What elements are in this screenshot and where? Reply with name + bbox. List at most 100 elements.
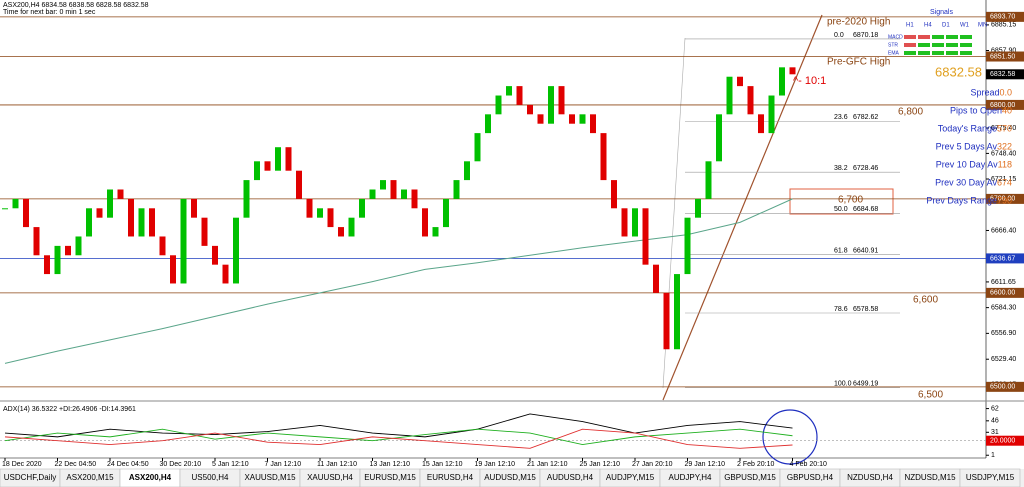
- candle: [569, 114, 575, 124]
- candle: [212, 245, 218, 265]
- annotation: 6,700: [838, 195, 863, 206]
- annotation: 6,800: [898, 107, 923, 118]
- tab-label[interactable]: USDJPY,M15: [966, 473, 1015, 482]
- x-tick-label: 30 Dec 20:10: [160, 461, 202, 468]
- indicator-line: [4, 428, 793, 449]
- x-tick-label: 4 Feb 20:10: [790, 461, 827, 468]
- indicator-line: [4, 428, 793, 445]
- tab-label[interactable]: AUDJPY,M15: [606, 473, 655, 482]
- candle: [705, 161, 712, 199]
- tab-label[interactable]: ASX200,H4: [129, 473, 172, 482]
- candle: [558, 86, 565, 115]
- candle: [264, 161, 271, 171]
- candle: [789, 67, 796, 75]
- info-value: 570: [997, 123, 1012, 133]
- candle: [716, 114, 722, 162]
- candle: [390, 180, 397, 199]
- info-label: Today's Range: [938, 123, 997, 133]
- candle: [369, 189, 376, 199]
- candle: [12, 198, 19, 209]
- candle: [254, 161, 260, 181]
- level-label: 6600.00: [990, 290, 1015, 297]
- signal-cell: [932, 51, 944, 55]
- signal-cell: [918, 43, 930, 47]
- candle: [327, 208, 334, 228]
- annotation: ^- 10:1: [793, 75, 826, 87]
- signal-cell: [904, 51, 916, 55]
- x-tick-label: 21 Jan 12:10: [527, 461, 568, 468]
- signal-cell: [960, 51, 972, 55]
- candle: [96, 208, 103, 218]
- candle: [149, 208, 155, 237]
- candle: [411, 189, 418, 209]
- tab-label[interactable]: XAUUSD,H4: [307, 473, 353, 482]
- candle: [170, 255, 176, 284]
- y-tick-label: 6584.30: [991, 304, 1016, 311]
- candle: [726, 76, 733, 115]
- tab-label[interactable]: NZDUSD,H4: [847, 473, 893, 482]
- fib-price: 6499.19: [853, 380, 878, 387]
- info-price: 6832.58: [935, 64, 982, 79]
- x-tick-label: 11 Jan 12:10: [317, 461, 357, 468]
- candle: [380, 180, 386, 190]
- fib-ratio: 23.6: [834, 114, 848, 121]
- candle: [653, 264, 659, 293]
- tab-label[interactable]: AUDJPY,H4: [669, 473, 713, 482]
- x-tick-label: 2 Feb 20:10: [737, 461, 774, 468]
- info-value: 674: [997, 177, 1012, 187]
- fib-price: 6728.46: [853, 165, 878, 172]
- tab-label[interactable]: US500,H4: [192, 473, 229, 482]
- candle: [285, 147, 292, 171]
- tab-label[interactable]: EURUSD,M15: [364, 473, 416, 482]
- tab-label[interactable]: AUDUSD,M15: [484, 473, 536, 482]
- signals-title: Signals: [930, 9, 953, 16]
- candle: [86, 208, 92, 237]
- tab-label[interactable]: GBPUSD,H4: [787, 473, 834, 482]
- signals-column: MN: [978, 23, 987, 29]
- y-tick-label: 31: [991, 429, 999, 436]
- tab-label[interactable]: NZDUSD,M15: [904, 473, 956, 482]
- y-tick-label: 6611.65: [991, 279, 1016, 286]
- level-tag: [986, 381, 1024, 392]
- fib-price: 6684.68: [853, 206, 878, 213]
- y-tick-label: 6748.40: [991, 150, 1016, 157]
- tab-label[interactable]: GBPUSD,M15: [724, 473, 776, 482]
- tab-label[interactable]: ASX200,M15: [66, 473, 114, 482]
- fib-ratio: 0.0: [834, 32, 844, 39]
- candle: [464, 161, 470, 181]
- tab[interactable]: [959, 468, 1021, 487]
- tab-label[interactable]: AUDUSD,H4: [547, 473, 594, 482]
- signals-column: W1: [960, 23, 970, 29]
- candle: [621, 208, 628, 237]
- level-tag: [986, 99, 1024, 110]
- candle: [600, 133, 607, 181]
- candle: [663, 292, 670, 350]
- signal-cell: [904, 43, 916, 47]
- candle: [65, 245, 71, 256]
- tab-label[interactable]: XAUUSD,M15: [244, 473, 296, 482]
- candle: [159, 236, 166, 256]
- candle: [516, 86, 523, 105]
- indicator-title: ADX(14) 36.5322 +DI:26.4906 -DI:14.3961: [3, 406, 136, 413]
- signal-cell: [946, 51, 958, 55]
- x-tick-label: 29 Jan 12:10: [685, 461, 726, 468]
- candle: [527, 104, 533, 115]
- level-label: 6500.00: [990, 384, 1015, 391]
- tab-label[interactable]: USDCHF,Daily: [4, 473, 56, 482]
- tab-label[interactable]: EURUSD,H4: [427, 473, 474, 482]
- signals-column: D1: [942, 23, 950, 29]
- signal-cell: [932, 43, 944, 47]
- level-tag: [986, 11, 1024, 22]
- level-label: 6800.00: [990, 102, 1015, 109]
- level-tag: [986, 435, 1024, 446]
- level-label: 6700.00: [990, 196, 1015, 203]
- signal-cell: [918, 51, 930, 55]
- level-label: 20.0000: [990, 438, 1015, 445]
- y-tick-label: 6857.90: [991, 47, 1016, 54]
- info-label: Spread: [970, 87, 999, 97]
- candle: [128, 198, 134, 237]
- candle: [75, 236, 82, 256]
- fib-price: 6640.91: [853, 247, 878, 254]
- candle: [401, 189, 407, 199]
- signals-column: H1: [906, 23, 914, 29]
